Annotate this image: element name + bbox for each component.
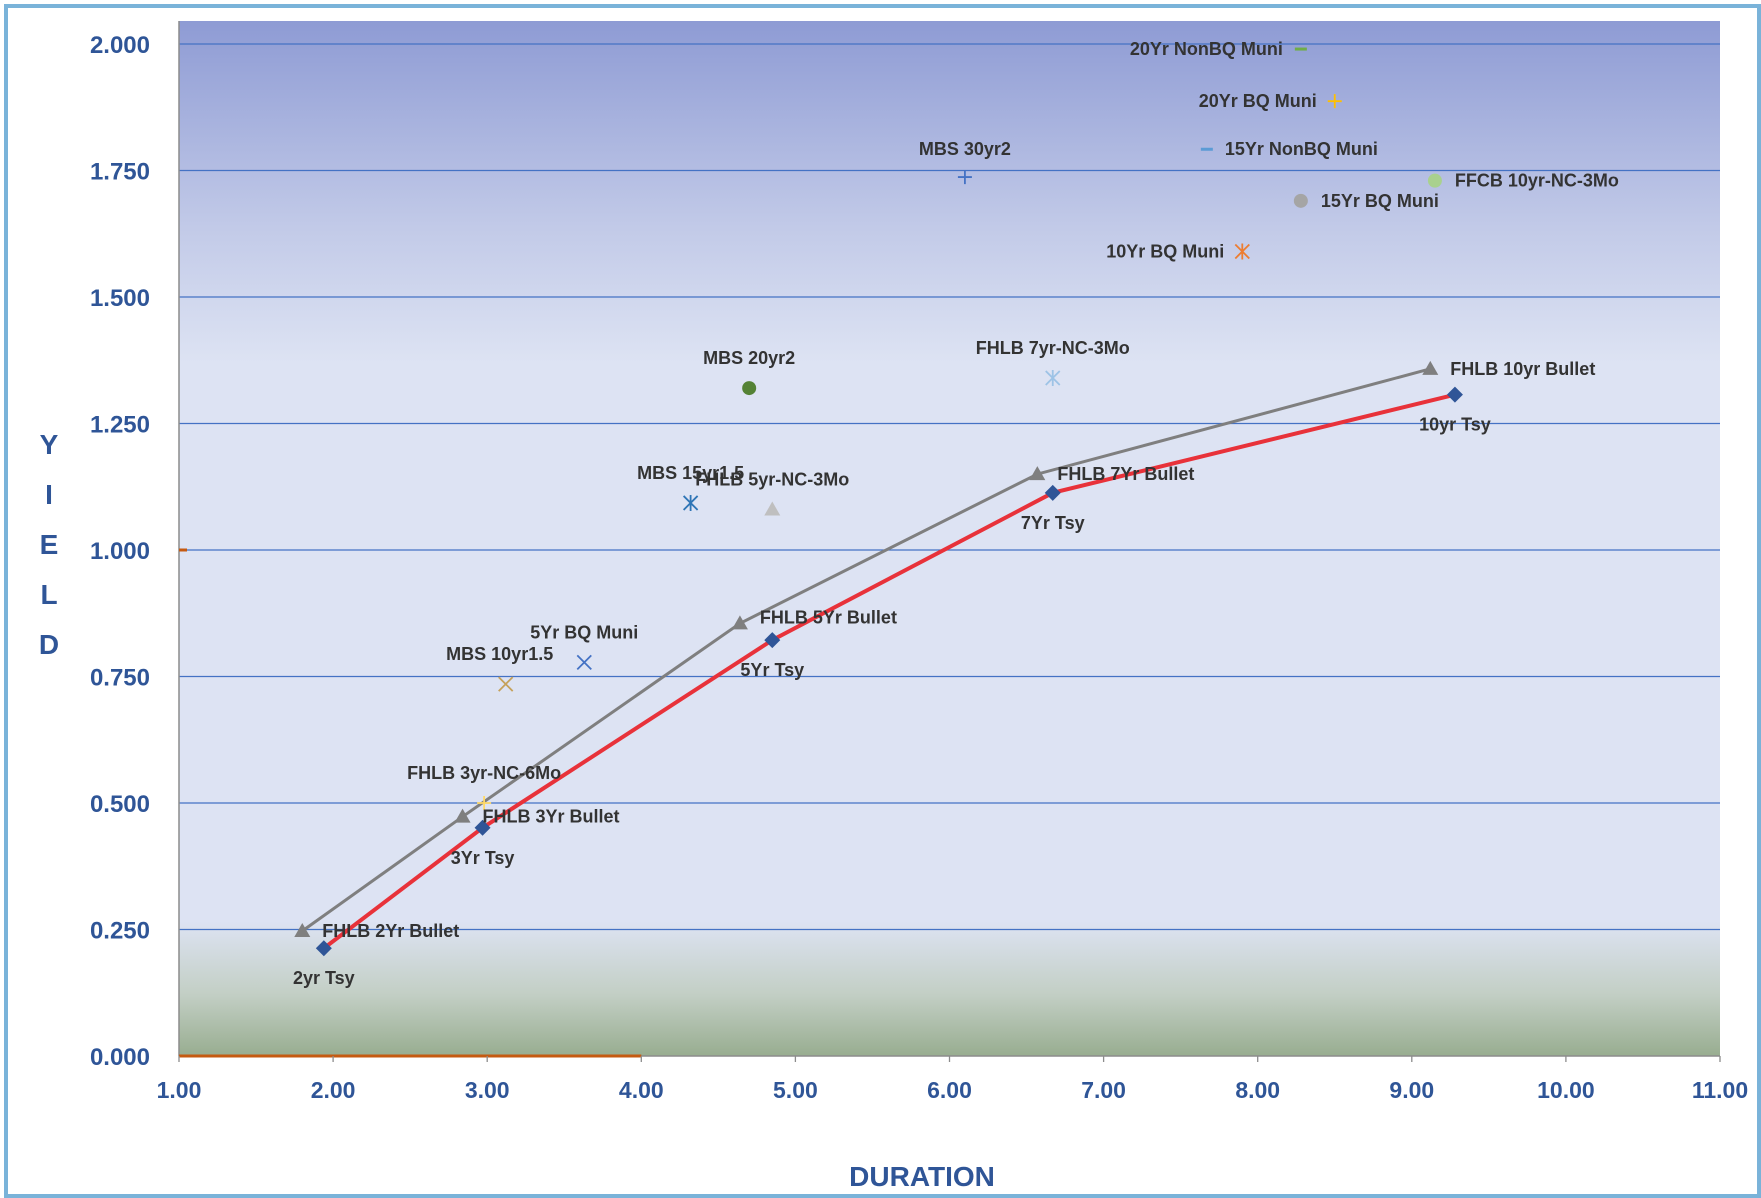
point-label-20yr-nonbq-muni: 20Yr NonBQ Muni bbox=[1130, 39, 1283, 59]
x-tick-labels: 1.00 2.00 3.00 4.00 5.00 6.00 7.00 8.00 9.00 10.0… bbox=[157, 1056, 1748, 1103]
y-axis-title-letter: I bbox=[45, 479, 53, 510]
point-label-fhlb-3yr-bullet: FHLB 3Yr Bullet bbox=[483, 807, 620, 827]
point-label-mbs-30yr2: MBS 30yr2 bbox=[919, 139, 1011, 159]
point-label-fhlb-3yr-nc-6mo: FHLB 3yr-NC-6Mo bbox=[407, 763, 561, 783]
point-label-15yr-nonbq-muni: 15Yr NonBQ Muni bbox=[1225, 139, 1378, 159]
y-tick-label: 0.000 bbox=[90, 1044, 150, 1071]
y-tick-label: 0.750 bbox=[90, 665, 150, 692]
x-tick-label: 8.00 bbox=[1235, 1077, 1280, 1103]
y-tick-label: 1.750 bbox=[90, 159, 150, 186]
y-axis-title-letter: D bbox=[39, 629, 59, 660]
data-point-20yr-bq-muni bbox=[1327, 94, 1342, 109]
data-point-fhlb-10yr-bullet bbox=[1422, 360, 1439, 375]
data-point-fhlb-2yr-bullet bbox=[294, 923, 311, 938]
y-tick-label: 0.500 bbox=[90, 791, 150, 818]
y-tick-label: 0.250 bbox=[90, 918, 150, 945]
plot-area bbox=[179, 21, 1720, 1056]
point-labels: FHLB 2Yr Bullet FHLB 3Yr Bullet FHLB 5Yr B… bbox=[293, 39, 1619, 988]
x-tick-label: 2.00 bbox=[311, 1077, 356, 1103]
x-tick-label: 6.00 bbox=[927, 1077, 972, 1103]
y-tick-label: 2.000 bbox=[90, 32, 150, 59]
y-tick-labels: 0.000 0.250 0.500 0.750 1.000 1.250 1.500 1.750… bbox=[90, 32, 150, 1071]
y-axis-title-letter: E bbox=[40, 529, 59, 560]
point-label-7yr-tsy: 7Yr Tsy bbox=[1021, 513, 1085, 533]
data-point-3yr-tsy bbox=[474, 819, 491, 836]
x-tick-label: 4.00 bbox=[619, 1077, 664, 1103]
data-point-10yr-tsy bbox=[1446, 386, 1463, 403]
y-axis-title-letter: Y bbox=[40, 429, 59, 460]
data-point-fhlb-5yr-nc-3mo bbox=[764, 501, 781, 516]
data-point-7yr-tsy bbox=[1044, 484, 1061, 501]
x-tick-label: 9.00 bbox=[1389, 1077, 1434, 1103]
data-point-10yr-bq-muni bbox=[1234, 243, 1250, 260]
data-point-mbs-10yr1-5 bbox=[498, 676, 514, 692]
data-point-mbs-20yr2 bbox=[742, 381, 757, 396]
point-label-mbs-15yr1-5: MBS 15yr1.5 bbox=[637, 463, 744, 483]
x-tick-label: 3.00 bbox=[465, 1077, 510, 1103]
data-point-5yr-tsy bbox=[764, 632, 781, 649]
point-label-20yr-bq-muni: 20Yr BQ Muni bbox=[1199, 91, 1317, 111]
data-point-fhlb-7yr-bullet bbox=[1029, 466, 1046, 481]
series bbox=[294, 47, 1463, 957]
data-point-fhlb-7yr-nc-3mo bbox=[1045, 369, 1061, 386]
point-label-fhlb-2yr-bullet: FHLB 2Yr Bullet bbox=[322, 921, 459, 941]
point-label-3yr-tsy: 3Yr Tsy bbox=[451, 848, 515, 868]
x-tick-label: 1.00 bbox=[157, 1077, 202, 1103]
point-label-10yr-bq-muni: 10Yr BQ Muni bbox=[1106, 241, 1224, 261]
data-point-fhlb-3yr-nc-6mo bbox=[477, 796, 492, 810]
y-tick-label: 1.500 bbox=[90, 285, 150, 312]
point-label-fhlb-5yr-nc-3mo: FHLB 5yr-NC-3Mo bbox=[695, 470, 849, 490]
point-label-2yr-tsy: 2yr Tsy bbox=[293, 968, 355, 988]
point-label-mbs-10yr1-5: MBS 10yr1.5 bbox=[446, 644, 553, 664]
data-point-fhlb-3yr-bullet bbox=[454, 808, 471, 823]
data-point-mbs-15yr1-5 bbox=[682, 494, 699, 511]
x-axis-title: DURATION bbox=[849, 1161, 995, 1192]
x-tick-label: 5.00 bbox=[773, 1077, 818, 1103]
data-point-ffcb-10yr-nc-3mo bbox=[1427, 173, 1442, 188]
point-label-fhlb-10yr-bullet: FHLB 10yr Bullet bbox=[1450, 359, 1595, 379]
data-point-2yr-tsy bbox=[315, 940, 332, 957]
point-label-fhlb-7yr-bullet: FHLB 7Yr Bullet bbox=[1057, 464, 1194, 484]
point-label-fhlb-7yr-nc-3mo: FHLB 7yr-NC-3Mo bbox=[976, 338, 1130, 358]
point-label-5yr-tsy: 5Yr Tsy bbox=[740, 660, 804, 680]
y-tick-label: 1.250 bbox=[90, 412, 150, 439]
data-point-mbs-30yr2 bbox=[957, 170, 972, 185]
y-tick-label: 1.000 bbox=[90, 538, 150, 565]
point-label-5yr-bq-muni: 5Yr BQ Muni bbox=[530, 622, 638, 642]
data-point-fhlb-5yr-bullet bbox=[731, 615, 748, 630]
x-tick-label: 7.00 bbox=[1081, 1077, 1126, 1103]
point-label-15yr-bq-muni: 15Yr BQ Muni bbox=[1321, 191, 1439, 211]
data-point-15yr-bq-muni bbox=[1293, 193, 1308, 208]
point-label-10yr-tsy: 10yr Tsy bbox=[1419, 415, 1491, 435]
point-label-fhlb-5yr-bullet: FHLB 5Yr Bullet bbox=[760, 607, 897, 627]
y-axis-title-letter: L bbox=[40, 579, 57, 610]
x-tick-label: 10.00 bbox=[1537, 1077, 1595, 1103]
point-label-mbs-20yr2: MBS 20yr2 bbox=[703, 348, 795, 368]
x-tick-label: 11.00 bbox=[1692, 1077, 1748, 1103]
gridlines bbox=[179, 43, 1720, 931]
data-point-5yr-bq-muni bbox=[576, 654, 592, 670]
point-label-ffcb-10yr-nc-3mo: FFCB 10yr-NC-3Mo bbox=[1455, 171, 1619, 191]
